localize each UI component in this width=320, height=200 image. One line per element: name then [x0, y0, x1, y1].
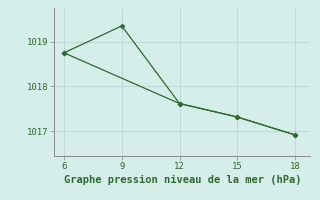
X-axis label: Graphe pression niveau de la mer (hPa): Graphe pression niveau de la mer (hPa) — [64, 175, 301, 185]
